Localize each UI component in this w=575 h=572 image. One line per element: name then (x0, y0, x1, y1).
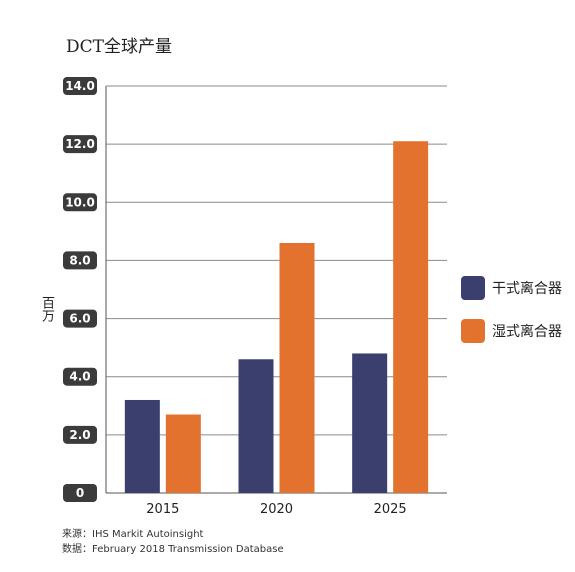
y-tick-badge (63, 193, 97, 212)
x-tick-label: 2025 (374, 502, 407, 517)
y-tick-label: 12.0 (65, 137, 95, 151)
bar (238, 359, 274, 493)
y-tick-badge (63, 309, 97, 328)
y-tick-label: 8.0 (69, 253, 90, 267)
y-tick-label: 10.0 (65, 195, 95, 209)
legend-label-wet-clutch: 湿式离合器 (492, 324, 562, 340)
y-tick-label: 4.0 (69, 370, 90, 384)
x-tick-label: 2020 (260, 502, 293, 517)
legend-swatch-wet-clutch (461, 319, 485, 343)
y-tick-badge (63, 251, 97, 270)
y-axis-label: 百万 (39, 296, 54, 322)
source-note: 来源：IHS Markit Autoinsight (62, 529, 204, 540)
chart-title: DCT全球产量 (66, 37, 172, 57)
bar (124, 399, 160, 493)
legend-item-wet-clutch: 湿式离合器 (461, 319, 562, 343)
legend-swatch-dry-clutch (461, 276, 485, 300)
data-note: 数据：February 2018 Transmission Database (62, 544, 284, 555)
x-tick-labels: 2015 2020 2025 (146, 502, 406, 517)
bar (352, 353, 388, 493)
x-tick-label: 2015 (146, 502, 179, 517)
y-tick-badge (63, 367, 97, 386)
bar (393, 141, 429, 493)
y-tick-badge (63, 425, 97, 444)
axes (105, 86, 447, 494)
y-tick-label: 14.0 (65, 79, 95, 93)
y-tick-label: 6.0 (69, 312, 90, 326)
legend-item-dry-clutch: 干式离合器 (461, 276, 562, 300)
gridlines (106, 85, 447, 436)
y-tick-badge (63, 135, 97, 154)
y-tick-badge (63, 77, 97, 95)
bar (165, 414, 201, 493)
y-tick-label: 0 (76, 486, 84, 500)
y-tick-label: 2.0 (69, 428, 90, 442)
bars (124, 141, 429, 493)
legend-label-dry-clutch: 干式离合器 (492, 281, 562, 297)
y-tick-badge (63, 484, 97, 502)
bar (279, 242, 315, 493)
y-tick-labels: 0 2.0 4.0 6.0 8.0 10.0 12.0 14.0 (63, 77, 97, 502)
